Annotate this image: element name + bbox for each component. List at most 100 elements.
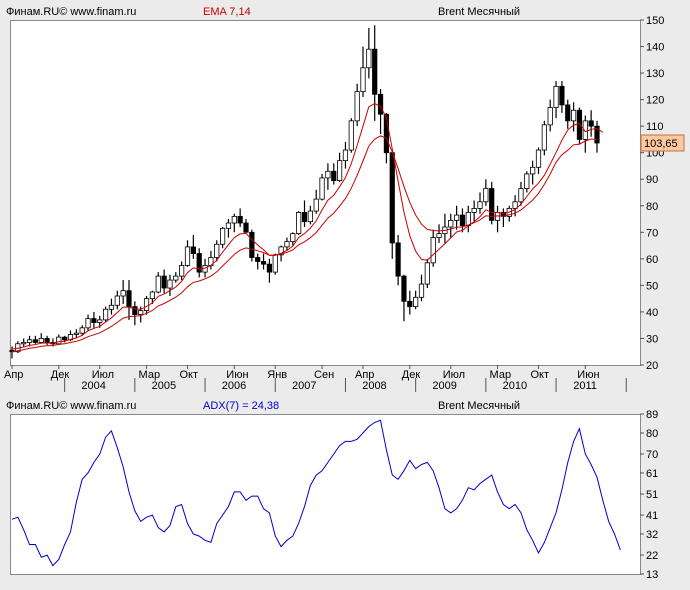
candle-body <box>372 48 378 95</box>
candle <box>26 335 33 347</box>
candle-body <box>296 212 302 235</box>
candle <box>535 147 542 174</box>
candle-body <box>571 109 577 122</box>
candle <box>553 81 559 119</box>
candle <box>565 99 571 129</box>
candle-body <box>360 67 366 93</box>
candle <box>290 232 296 246</box>
candle-body <box>73 332 79 335</box>
candle <box>167 274 173 296</box>
candle-body <box>559 85 565 106</box>
candle-body <box>219 227 226 245</box>
candle <box>243 219 249 233</box>
price-tick-label: 70 <box>646 227 658 239</box>
top-instrument-label: Brent Месячный <box>438 6 521 18</box>
price-tick-label: 40 <box>646 307 658 319</box>
candle-body <box>266 263 273 273</box>
candle-body <box>62 336 68 341</box>
price-tick-label: 130 <box>646 68 664 80</box>
candle <box>395 234 401 286</box>
candle-body <box>354 91 360 122</box>
candle-body <box>149 291 155 300</box>
candle-body <box>167 279 173 289</box>
candle-body <box>132 306 138 315</box>
candle-body <box>143 298 150 311</box>
candle-body <box>290 233 296 242</box>
candle <box>161 269 167 294</box>
candle <box>372 25 378 121</box>
candle-body <box>138 310 144 315</box>
year-label: 2007 <box>292 380 316 392</box>
candle-body <box>126 290 132 308</box>
candle <box>56 334 62 346</box>
candle-body <box>79 327 85 334</box>
candle-body <box>214 243 220 258</box>
candle <box>471 200 477 222</box>
candle <box>260 253 267 270</box>
candle-body <box>366 48 372 69</box>
candle <box>489 181 495 225</box>
candle <box>389 150 395 259</box>
candle-body <box>348 120 354 151</box>
candle-body <box>184 246 191 266</box>
candle-body <box>553 85 559 108</box>
price-tick-label: 90 <box>646 174 658 186</box>
price-tick-label: 80 <box>646 201 658 213</box>
candle <box>214 240 220 262</box>
candle <box>325 163 331 190</box>
candle <box>173 272 179 283</box>
month-label: Июл <box>92 369 114 381</box>
last-price-tag: 103,65 <box>640 134 685 152</box>
candle-body <box>196 253 202 273</box>
candle-body <box>26 339 33 343</box>
price-tick-label: 60 <box>646 254 658 266</box>
month-label: Мар <box>490 369 512 381</box>
candle <box>430 229 436 267</box>
candle-body <box>237 215 243 224</box>
candle <box>120 280 126 304</box>
candle-body <box>436 233 442 239</box>
candle <box>190 234 196 259</box>
candle <box>85 314 91 331</box>
candle <box>407 290 413 315</box>
adx-line <box>11 419 621 567</box>
candle <box>108 298 115 315</box>
month-label: Янв <box>267 369 287 381</box>
candle-body <box>471 208 477 213</box>
candle <box>255 253 261 270</box>
year-label: 2006 <box>222 380 246 392</box>
candle-body <box>401 275 407 302</box>
candle-body <box>389 152 395 244</box>
candle-body <box>459 214 466 227</box>
candle-body <box>547 107 553 126</box>
candle <box>518 181 524 206</box>
candle <box>272 253 278 275</box>
ema7-line <box>11 103 604 350</box>
candle-body <box>301 212 308 223</box>
candle-body <box>114 295 120 306</box>
candle <box>366 27 372 79</box>
candle-body <box>85 318 91 329</box>
candle-body <box>21 342 27 345</box>
candle <box>73 329 79 339</box>
candle <box>231 213 237 233</box>
month-label: Июн <box>226 369 248 381</box>
month-label: Апр <box>4 369 23 381</box>
candle <box>571 102 577 132</box>
candle <box>576 107 583 145</box>
candle <box>237 208 243 227</box>
adx-tick-label: 32 <box>646 529 658 541</box>
candle <box>91 311 97 328</box>
candle-body <box>97 319 103 323</box>
candles-layer <box>9 25 600 359</box>
candle <box>413 290 419 310</box>
candle-body <box>424 262 430 285</box>
last-price-box <box>640 134 685 152</box>
candle-body <box>173 275 179 281</box>
bottom-source-label: Финам.RU© www.finam.ru <box>6 400 137 412</box>
candle-body <box>225 222 232 229</box>
candle-body <box>530 166 536 175</box>
candle <box>196 248 202 278</box>
